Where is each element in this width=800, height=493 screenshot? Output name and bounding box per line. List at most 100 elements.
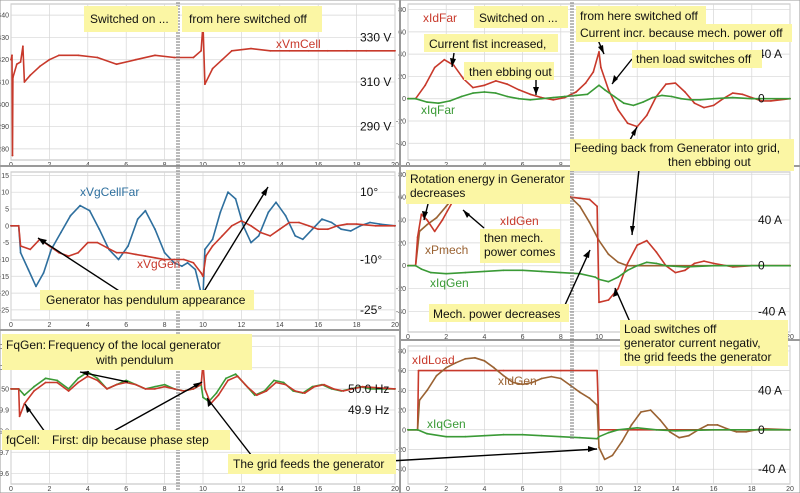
data-point-xIdGen bbox=[559, 377, 562, 380]
label-xIqGen-mr: xIqGen bbox=[430, 276, 469, 290]
data-point-FqGen bbox=[234, 373, 237, 375]
right-value-label: 310 V bbox=[360, 75, 391, 89]
data-point-xIdGen bbox=[588, 198, 591, 201]
data-point-xIdLoad bbox=[559, 369, 562, 372]
note-grid-feeds: The grid feeds the generator bbox=[233, 457, 384, 471]
data-point-xVgCellFar bbox=[127, 245, 129, 247]
data-point-xIqGen bbox=[636, 426, 639, 429]
y-tick-label: -15 bbox=[0, 274, 9, 281]
data-point-xVgGen bbox=[317, 228, 320, 231]
data-point-xVgGen bbox=[17, 224, 20, 227]
data-point-xIdFar bbox=[506, 83, 509, 86]
x-tick-label: 8 bbox=[163, 486, 167, 493]
data-point-xIdGen bbox=[659, 419, 661, 421]
data-point-xVmCell bbox=[58, 54, 60, 57]
data-point-xIdFar bbox=[770, 100, 772, 102]
data-point-xVgCellFar bbox=[330, 221, 333, 224]
right-value-label: 40 A bbox=[758, 383, 782, 397]
data-point-xIdFar bbox=[684, 91, 686, 93]
x-tick-label: 14 bbox=[276, 486, 284, 493]
data-point-xVmCell bbox=[96, 56, 99, 59]
data-point-xIqFar bbox=[407, 97, 409, 100]
data-point-fqCell bbox=[200, 383, 203, 386]
data-point-xVmCell bbox=[394, 49, 396, 52]
data-point-xVgGen bbox=[125, 251, 128, 254]
data-point-xIdFar bbox=[472, 86, 474, 89]
y-tick-label: 80 bbox=[398, 172, 406, 179]
data-point-xVgGen bbox=[144, 255, 147, 257]
x-tick-label: 14 bbox=[276, 322, 284, 329]
data-point-xIdGen bbox=[687, 434, 690, 437]
data-point-xIqGen bbox=[607, 280, 610, 283]
data-point-xIdGen bbox=[655, 251, 658, 253]
data-point-xIdGen bbox=[745, 430, 747, 433]
data-point-xIdGen bbox=[454, 361, 457, 364]
data-point-xIqGen bbox=[426, 432, 428, 435]
series-line-xIdGen bbox=[408, 357, 791, 461]
data-point-fqCell bbox=[275, 381, 277, 384]
data-point-FqGen bbox=[163, 383, 166, 386]
data-point-xIqFar bbox=[731, 96, 734, 99]
data-point-xIqFar bbox=[495, 92, 497, 94]
data-point-xIqFar bbox=[563, 95, 566, 98]
data-point-xIdGen bbox=[441, 219, 444, 221]
series-line-xIqGen bbox=[408, 261, 790, 283]
data-point-xIqGen bbox=[483, 270, 486, 273]
data-point-xIdGen bbox=[649, 409, 652, 411]
data-point-xVmCell bbox=[365, 49, 368, 52]
data-point-xVgCellFar bbox=[294, 235, 297, 237]
data-point-xIqGen bbox=[789, 428, 791, 431]
data-point-xIdFar bbox=[584, 82, 587, 84]
note-current-first: Current fist increased, bbox=[429, 37, 546, 51]
y-tick-label: 0 bbox=[402, 96, 406, 103]
label-xIdGen-mr: xIdGen bbox=[500, 214, 539, 228]
data-point-xVgCellFar bbox=[98, 228, 101, 231]
data-point-xVgGen bbox=[192, 261, 195, 264]
x-tick-label: 12 bbox=[633, 486, 641, 493]
data-point-xIdGen bbox=[426, 389, 428, 392]
data-point-FqGen bbox=[273, 379, 275, 382]
x-tick-label: 6 bbox=[521, 486, 525, 493]
data-point-xIqFar bbox=[506, 95, 509, 98]
right-value-label: 290 V bbox=[360, 120, 391, 134]
x-tick-label: 4 bbox=[86, 322, 90, 329]
note-load-off-br-2: generator current negativ, bbox=[624, 336, 761, 350]
data-point-xIdGen bbox=[640, 411, 642, 413]
data-point-xVgCellFar bbox=[181, 265, 183, 268]
data-point-fqCell bbox=[351, 388, 354, 390]
data-point-xVgGen bbox=[154, 256, 156, 259]
data-point-fqCell bbox=[342, 390, 345, 392]
data-point-fqCell bbox=[96, 379, 99, 382]
data-point-xIqGen bbox=[483, 434, 486, 437]
data-point-xIdFar bbox=[462, 77, 465, 80]
data-point-xIdFar bbox=[626, 122, 629, 125]
data-point-xIdGen bbox=[418, 399, 421, 402]
data-point-xVgCellFar bbox=[321, 218, 323, 221]
y-tick-label: 0 bbox=[402, 427, 406, 434]
data-point-fqCell bbox=[204, 388, 206, 390]
x-tick-label: 12 bbox=[238, 322, 246, 329]
data-point-xIdGen bbox=[707, 424, 709, 426]
data-point-xIdFar bbox=[529, 93, 532, 96]
data-point-xIqFar bbox=[651, 96, 654, 99]
arrow-load-off-br bbox=[614, 287, 631, 323]
x-tick-label: 18 bbox=[353, 322, 361, 329]
x-tick-label: 0 bbox=[9, 486, 13, 493]
data-point-xIqFar bbox=[712, 97, 715, 100]
x-tick-label: 0 bbox=[406, 334, 410, 341]
data-point-xIdLoad bbox=[636, 428, 639, 431]
data-point-fqCell bbox=[10, 388, 12, 390]
data-point-xIqGen bbox=[430, 271, 432, 274]
data-point-fqCell bbox=[227, 379, 229, 382]
data-point-FqGen bbox=[225, 377, 227, 380]
y-tick-label: 80 bbox=[398, 7, 406, 14]
data-point-xVgCellFar bbox=[250, 241, 252, 244]
data-point-xIdGen bbox=[607, 299, 610, 301]
data-point-fqCell bbox=[86, 375, 89, 378]
data-point-fqCell bbox=[106, 388, 108, 390]
data-point-fqCell bbox=[394, 388, 396, 390]
note-fqgen-text2: with pendulum bbox=[95, 353, 173, 367]
y-tick-label: 49.6 bbox=[0, 471, 9, 478]
y-tick-label: 330 bbox=[0, 35, 9, 42]
